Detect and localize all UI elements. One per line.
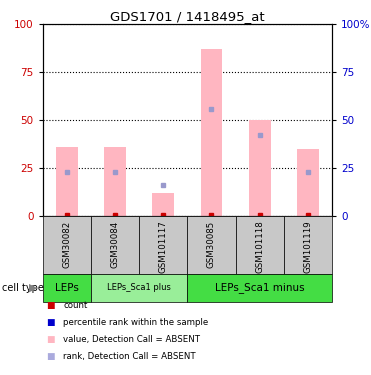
Bar <box>139 216 187 274</box>
Bar <box>56 147 78 216</box>
Text: percentile rank within the sample: percentile rank within the sample <box>63 318 209 327</box>
Text: GSM30085: GSM30085 <box>207 220 216 267</box>
Text: value, Detection Call = ABSENT: value, Detection Call = ABSENT <box>63 335 200 344</box>
Text: LEPs_Sca1 plus: LEPs_Sca1 plus <box>107 284 171 292</box>
Bar <box>297 149 319 216</box>
Text: GSM101119: GSM101119 <box>303 220 312 273</box>
Text: ■: ■ <box>46 301 55 310</box>
Text: ■: ■ <box>46 318 55 327</box>
Bar <box>104 147 126 216</box>
Bar <box>43 216 91 274</box>
Bar <box>284 216 332 274</box>
Text: ■: ■ <box>46 352 55 361</box>
Text: count: count <box>63 301 88 310</box>
Text: GSM30082: GSM30082 <box>62 220 71 267</box>
Text: LEPs_Sca1 minus: LEPs_Sca1 minus <box>215 282 305 293</box>
Text: LEPs: LEPs <box>55 283 79 293</box>
Bar <box>152 193 174 216</box>
Text: rank, Detection Call = ABSENT: rank, Detection Call = ABSENT <box>63 352 196 361</box>
Bar <box>91 216 139 274</box>
Text: cell type: cell type <box>2 283 44 293</box>
Title: GDS1701 / 1418495_at: GDS1701 / 1418495_at <box>110 10 265 23</box>
Text: GSM101117: GSM101117 <box>159 220 168 273</box>
Bar <box>236 216 284 274</box>
Bar <box>187 274 332 302</box>
Bar <box>249 120 270 216</box>
Text: GSM30084: GSM30084 <box>111 220 119 267</box>
Text: ▶: ▶ <box>29 283 37 293</box>
Bar <box>43 274 91 302</box>
Bar <box>91 274 187 302</box>
Bar <box>201 49 222 216</box>
Bar <box>187 216 236 274</box>
Text: GSM101118: GSM101118 <box>255 220 264 273</box>
Text: ■: ■ <box>46 335 55 344</box>
